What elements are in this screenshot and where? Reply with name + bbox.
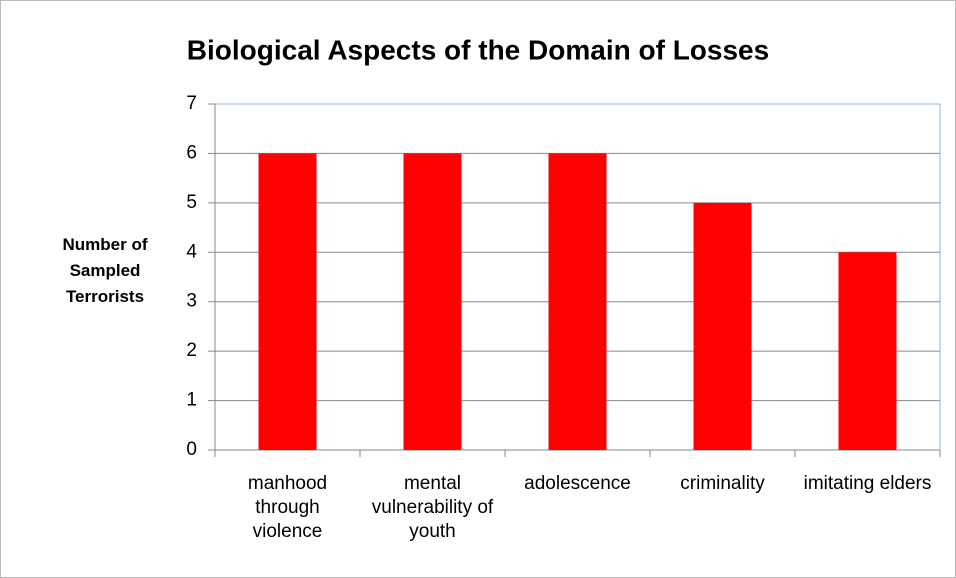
y-tick-label: 1 [186, 390, 197, 411]
x-tick-label: manhood through violence [247, 473, 328, 542]
x-tick-label: imitating elders [803, 473, 932, 494]
y-tick-label: 2 [186, 340, 197, 361]
bar [548, 153, 607, 450]
bar [258, 153, 317, 450]
x-tick-label: criminality [680, 473, 765, 494]
bar [838, 252, 897, 450]
y-axis-label: Number of Sampled Terrorists [62, 235, 148, 306]
chart-title: Biological Aspects of the Domain of Loss… [187, 34, 769, 65]
x-tick-label: adolescence [524, 473, 631, 494]
y-tick-label: 0 [186, 439, 197, 460]
y-tick-label: 6 [186, 142, 197, 163]
bar [403, 153, 462, 450]
y-tick-label: 7 [186, 93, 197, 114]
y-tick-label: 4 [186, 241, 197, 262]
y-tick-label: 5 [186, 192, 197, 213]
y-tick-label: 3 [186, 291, 197, 312]
x-tick-label: mental vulnerability of youth [371, 473, 494, 542]
bar [693, 202, 752, 450]
